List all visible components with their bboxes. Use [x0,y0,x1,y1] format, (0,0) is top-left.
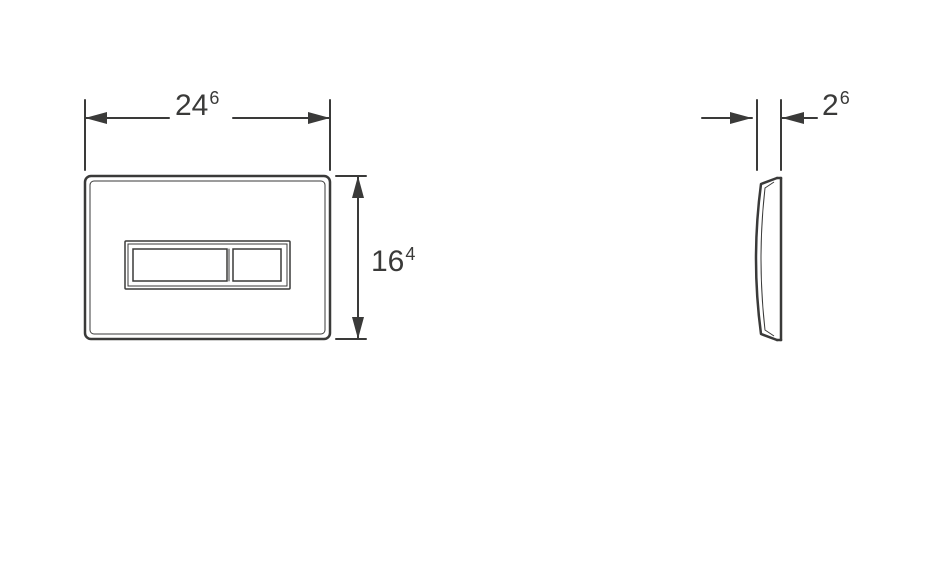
dimension-depth-label: 26 [822,88,850,123]
drawing-svg [0,0,940,587]
dimension-height-label: 164 [371,244,415,279]
technical-drawing: { "colors": { "stroke": "#3a3a39", "stro… [0,0,940,587]
dimension-width-base: 24 [175,89,208,122]
dimension-width-label: 246 [175,88,219,123]
dimension-height-base: 16 [371,245,404,278]
dimension-height-sup: 4 [405,244,415,264]
dimension-depth-base: 2 [822,89,839,122]
dimension-width-sup: 6 [209,88,219,108]
dimension-depth-sup: 6 [840,88,850,108]
